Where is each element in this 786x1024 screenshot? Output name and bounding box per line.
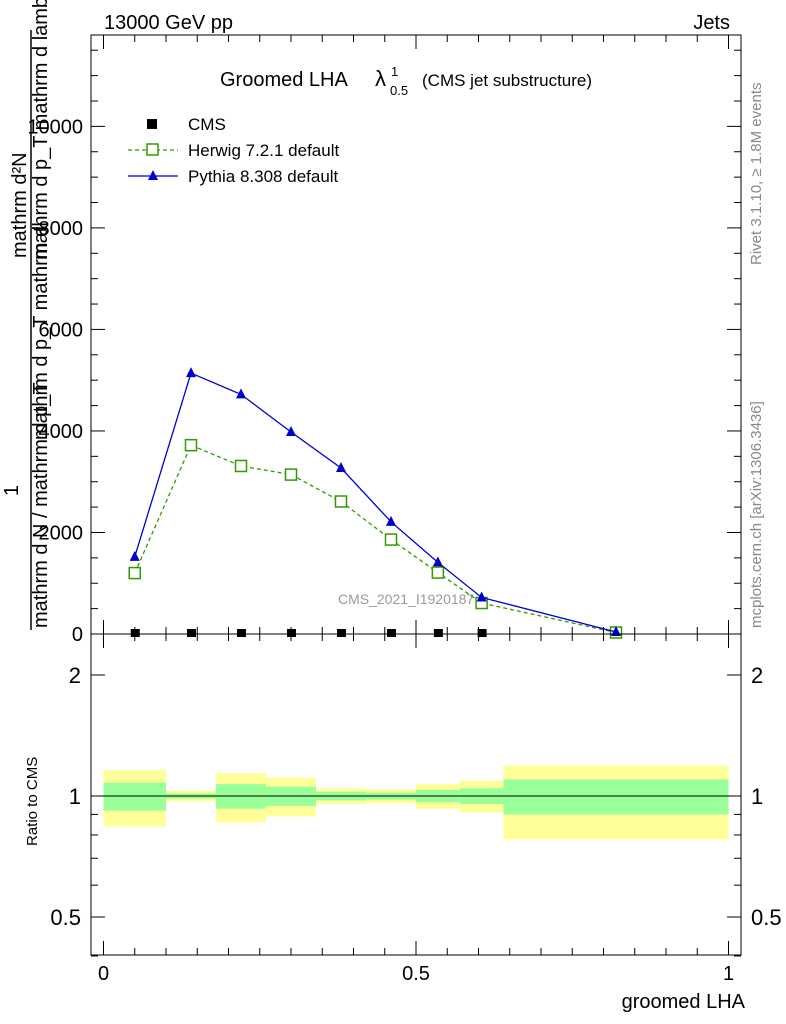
ratio-ytick-label-right: 0.5: [751, 905, 782, 930]
herwig-point: [384, 533, 398, 546]
legend-cms-label: CMS: [188, 115, 226, 134]
cms-point: [433, 629, 443, 637]
title-sub: 0.5: [390, 83, 408, 98]
pythia-point: [476, 591, 487, 602]
pythia-point: [432, 556, 443, 567]
ratio-axis-labels: 0.5 0.5 1 1 2 2 0 0.5 1: [50, 663, 781, 985]
pythia-point: [186, 367, 196, 378]
mcplots-label: mcplots.cern.ch [arXiv:1306.3436]: [748, 401, 765, 628]
top-ytick-label: 10000: [27, 116, 83, 138]
herwig-point: [334, 495, 348, 508]
ratio-axis-ticks: [91, 634, 741, 957]
ylabel-denominator: mathrm d N / mathrm d p_T: [30, 382, 52, 628]
cms-point: [187, 629, 196, 637]
cms-point: [130, 629, 140, 637]
pythia-point: [336, 462, 346, 473]
chart-title: Groomed LHA λ 1 0.5 (CMS jet substructur…: [220, 64, 592, 98]
top-ytick-label: 2000: [39, 522, 84, 544]
ratio-band-inner: [103, 782, 166, 811]
herwig-point: [128, 566, 141, 580]
cms-point: [477, 629, 487, 637]
herwig-point: [184, 438, 198, 452]
legend: CMS Herwig 7.2.1 default Pythia 8.308 de…: [128, 115, 339, 186]
top-axis-labels: 0 2000 4000 6000 8000 10000: [27, 116, 83, 646]
title-main: Groomed LHA: [220, 69, 348, 91]
top-ytick-label: 6000: [39, 319, 84, 341]
xtick-label: 0.5: [402, 963, 430, 985]
watermark: CMS_2021_I1920187: [338, 591, 474, 607]
legend-cms-marker: [147, 119, 157, 129]
xtick-label: 1: [723, 963, 734, 985]
legend-herwig-marker: [146, 143, 159, 156]
herwig-point: [431, 566, 445, 579]
cms-point: [387, 629, 396, 637]
top-ytick-label: 8000: [39, 218, 84, 240]
cms-point: [287, 629, 296, 637]
pythia-point: [386, 515, 396, 526]
ratio-ytick-label-left: 1: [69, 784, 81, 809]
ratio-band-inner: [503, 779, 729, 815]
rivet-label: Rivet 3.1.10, ≥ 1.8M events: [748, 83, 765, 266]
ratio-ytick-label-left: 0.5: [50, 905, 81, 930]
xlabel: groomed LHA: [622, 991, 746, 1013]
ratio-bands: [91, 765, 741, 840]
herwig-point: [234, 459, 248, 473]
ratio-ylabel: Ratio to CMS: [24, 757, 41, 846]
legend-pythia-label: Pythia 8.308 default: [188, 167, 339, 186]
herwig-point: [284, 468, 298, 481]
pythia-point: [236, 388, 246, 399]
top-ytick-label: 4000: [39, 421, 84, 443]
top-series: [128, 367, 623, 639]
title-lambda: λ: [375, 66, 386, 91]
top-ylabel: 1 mathrm d²N mathrm d N / mathrm d p_T m…: [1, 0, 52, 630]
xtick-label: 0: [98, 963, 109, 985]
ratio-ytick-label-right: 1: [751, 784, 763, 809]
legend-herwig-label: Herwig 7.2.1 default: [188, 141, 339, 160]
ylabel-overlap: mathrm d p_T mathrm d: [30, 226, 52, 440]
pythia-point: [611, 625, 621, 636]
header-right: Jets: [693, 12, 730, 34]
legend-pythia-marker: [148, 170, 158, 180]
cms-point: [337, 629, 346, 637]
ratio-ytick-label-left: 2: [69, 663, 81, 688]
pythia-point: [129, 550, 140, 561]
ylabel-lambda: mathrm d p_T mathrm d lambda: [30, 0, 52, 260]
title-suffix: (CMS jet substructure): [422, 71, 592, 90]
title-sup: 1: [391, 64, 398, 79]
ratio-ytick-label-right: 2: [751, 663, 763, 688]
ylabel-prefix: 1: [1, 485, 23, 496]
top-ytick-label: 0: [72, 624, 83, 646]
header-left: 13000 GeV pp: [104, 12, 233, 34]
ylabel-numerator: mathrm d²N: [9, 152, 31, 258]
pythia-point: [286, 425, 296, 436]
cms-point: [237, 629, 246, 637]
